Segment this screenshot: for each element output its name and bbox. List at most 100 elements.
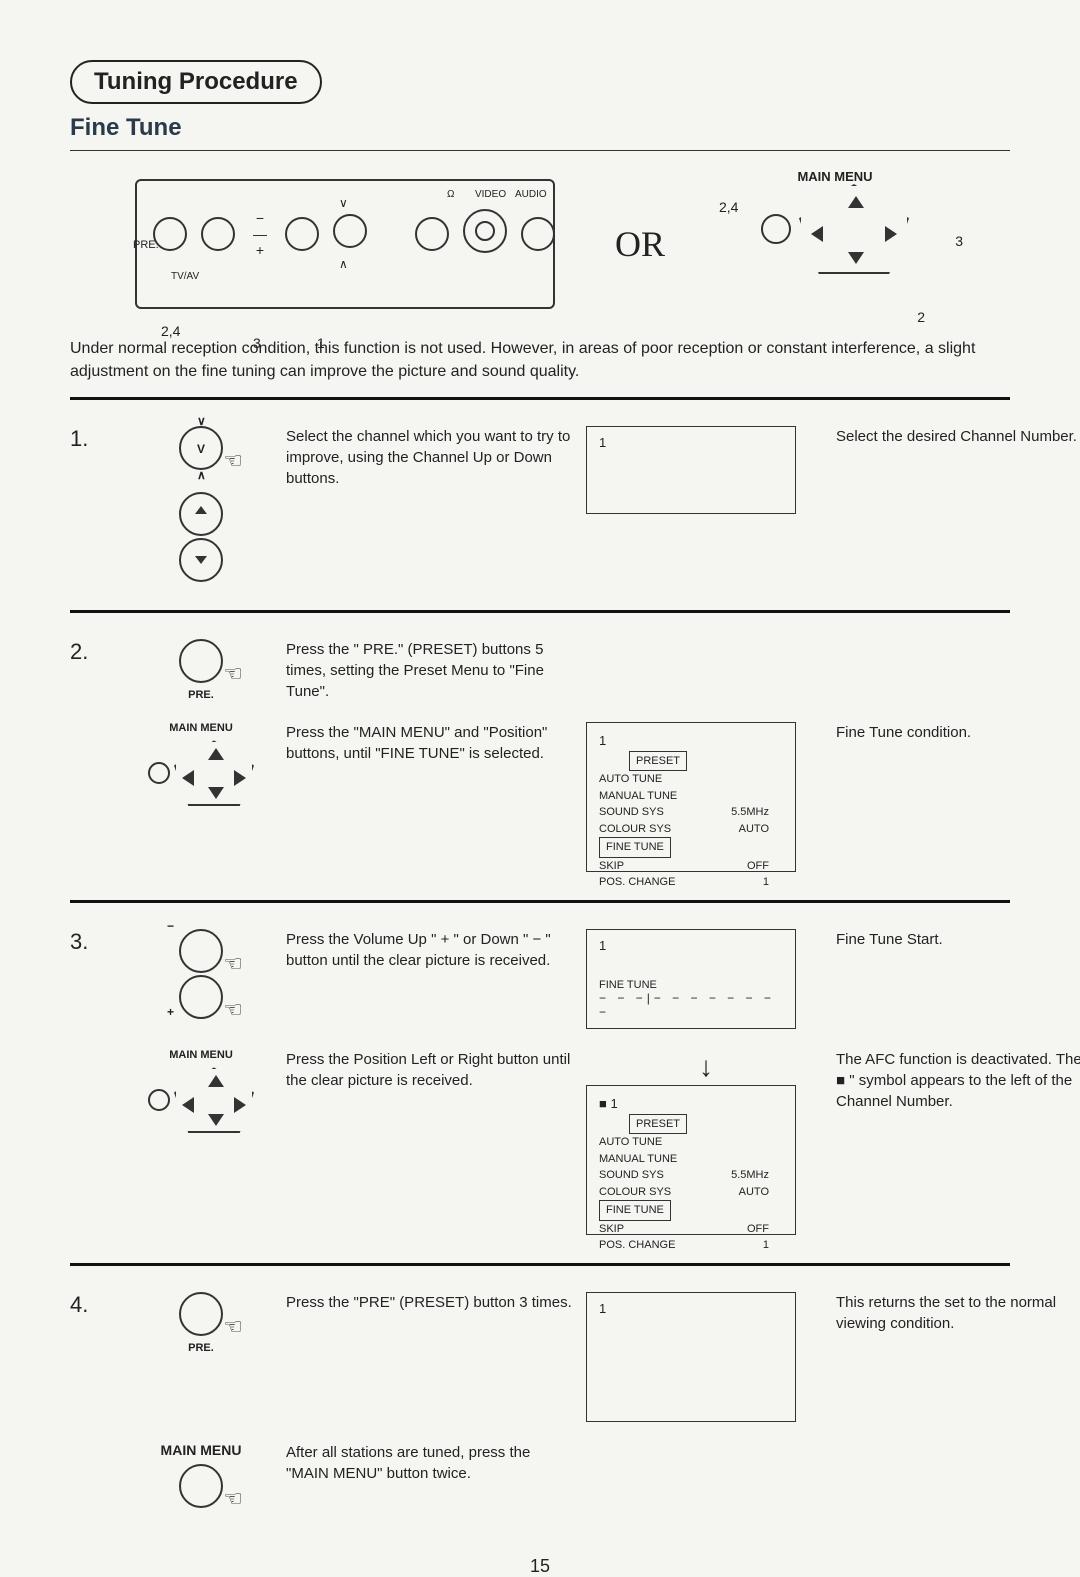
menu-remote-diagram: MAIN MENU 2,4 3 2 bbox=[725, 169, 945, 319]
step-icon: −☜ +☜ bbox=[126, 929, 276, 1019]
channel-number: 1 bbox=[599, 435, 606, 450]
step-result: Fine Tune condition. bbox=[836, 722, 1080, 743]
osd-item: SKIP bbox=[599, 1221, 624, 1238]
audio-label: AUDIO bbox=[515, 189, 547, 200]
osd-item: SOUND SYS bbox=[599, 1167, 664, 1184]
callout-label: 3 bbox=[955, 233, 963, 249]
panel-button bbox=[285, 217, 319, 251]
steps-list: 1. ∨V∧☜ Select the channel which you wan… bbox=[70, 410, 1010, 1526]
osd-header: PRESET bbox=[629, 1114, 687, 1135]
osd-value: OFF bbox=[747, 858, 769, 875]
pre-label: PRE. bbox=[133, 239, 159, 251]
step-result: Fine Tune Start. bbox=[836, 929, 1080, 950]
step-result: The AFC function is deactivated. The " ■… bbox=[836, 1049, 1080, 1112]
icon-caption: MAIN MENU bbox=[161, 1442, 242, 1458]
callout-label: 2,4 bbox=[161, 323, 180, 339]
step-result: Select the desired Channel Number. bbox=[836, 426, 1080, 447]
osd-value: 5.5MHz bbox=[731, 1167, 769, 1184]
top-diagram: Ω VIDEO AUDIO −—+ ∨ ∧ bbox=[70, 169, 1010, 319]
icon-caption: PRE. bbox=[188, 1342, 214, 1354]
step-icon: MAIN MENU ☜ bbox=[126, 1442, 276, 1508]
panel-button bbox=[463, 209, 507, 253]
divider bbox=[70, 900, 1010, 903]
step-sub-row: MAIN MENU ☜ After all stations are tuned… bbox=[70, 1442, 1080, 1508]
headphone-icon: Ω bbox=[447, 189, 454, 200]
tvav-label: TV/AV bbox=[171, 271, 199, 282]
channel-number: 1 bbox=[599, 731, 783, 751]
step-description: Press the Position Left or Right button … bbox=[286, 1049, 576, 1091]
channel-number: 1 bbox=[599, 1301, 606, 1316]
tv-screen-osd: 1 bbox=[586, 1292, 796, 1422]
divider bbox=[70, 397, 1010, 400]
step-result: This returns the set to the normal viewi… bbox=[836, 1292, 1080, 1334]
step-number: 3. bbox=[70, 929, 116, 955]
step-icon: ☜ PRE. bbox=[126, 639, 276, 701]
callout-label: 1 bbox=[317, 335, 325, 351]
down-arrow-icon: ↓ bbox=[586, 1051, 826, 1083]
osd-item-selected: FINE TUNE bbox=[599, 837, 671, 858]
osd-item: AUTO TUNE bbox=[599, 1134, 662, 1151]
step-description: Press the "PRE" (PRESET) button 3 times. bbox=[286, 1292, 576, 1313]
step-description: Press the "MAIN MENU" and "Position" but… bbox=[286, 722, 576, 764]
menu-button-icon bbox=[761, 214, 791, 244]
step-description: After all stations are tuned, press the … bbox=[286, 1442, 576, 1484]
divider bbox=[70, 1263, 1010, 1266]
step-row: 4. ☜ PRE. Press the "PRE" (PRESET) butto… bbox=[70, 1276, 1010, 1526]
step-sub-row: MAIN MENU Press the "MAIN MENU" and "Pos… bbox=[70, 722, 1080, 872]
osd-item: COLOUR SYS bbox=[599, 1184, 671, 1201]
tv-front-panel: Ω VIDEO AUDIO −—+ ∨ ∧ bbox=[135, 179, 555, 309]
step-icon: MAIN MENU bbox=[126, 722, 276, 806]
osd-value: OFF bbox=[747, 1221, 769, 1238]
icon-caption: MAIN MENU bbox=[169, 722, 233, 734]
tv-screen-osd: 1 PRESET AUTO TUNE MANUAL TUNE SOUND SYS… bbox=[586, 722, 796, 872]
finetune-bar: − − −|− − − − − − − − bbox=[599, 991, 783, 1019]
osd-item: COLOUR SYS bbox=[599, 821, 671, 838]
tv-screen-osd: 1 bbox=[586, 426, 796, 514]
dpad-icon bbox=[799, 184, 909, 274]
osd-value: AUTO bbox=[739, 1184, 769, 1201]
osd-value: AUTO bbox=[739, 821, 769, 838]
icon-caption: MAIN MENU bbox=[169, 1049, 233, 1061]
osd-item: MANUAL TUNE bbox=[599, 788, 677, 805]
step-row: 3. −☜ +☜ Press the Volume Up " + " or Do… bbox=[70, 913, 1010, 1253]
osd-item: SKIP bbox=[599, 858, 624, 875]
step-sub-row: MAIN MENU Press the Position Left or Rig… bbox=[70, 1049, 1080, 1235]
callout-label: 2,4 bbox=[719, 199, 738, 215]
dpad-icon bbox=[174, 1067, 254, 1133]
step-row: 2. ☜ PRE. Press the " PRE." (PRESET) but… bbox=[70, 623, 1010, 890]
panel-button bbox=[201, 217, 235, 251]
osd-header: PRESET bbox=[629, 751, 687, 772]
dpad-icon bbox=[174, 740, 254, 806]
osd-item: MANUAL TUNE bbox=[599, 1151, 677, 1168]
tv-screen-osd: ■ 1 PRESET AUTO TUNE MANUAL TUNE SOUND S… bbox=[586, 1085, 796, 1235]
osd-item: SOUND SYS bbox=[599, 804, 664, 821]
panel-button bbox=[333, 214, 367, 248]
divider bbox=[70, 610, 1010, 613]
osd-value: 1 bbox=[763, 1237, 769, 1254]
step-icon: ☜ PRE. bbox=[126, 1292, 276, 1354]
menu-button-icon bbox=[148, 1089, 170, 1111]
main-menu-label: MAIN MENU bbox=[725, 169, 945, 184]
step-number: 4. bbox=[70, 1292, 116, 1318]
panel-button bbox=[415, 217, 449, 251]
menu-button-icon bbox=[148, 762, 170, 784]
step-description: Press the Volume Up " + " or Down " − " … bbox=[286, 929, 576, 971]
step-number: 2. bbox=[70, 639, 116, 665]
osd-value: 1 bbox=[763, 874, 769, 891]
step-icon: MAIN MENU bbox=[126, 1049, 276, 1133]
osd-item: POS. CHANGE bbox=[599, 874, 675, 891]
section-title-pill: Tuning Procedure bbox=[70, 60, 322, 104]
osd-item: POS. CHANGE bbox=[599, 1237, 675, 1254]
intro-text: Under normal reception condition, this f… bbox=[70, 337, 1010, 383]
callout-label: 2 bbox=[917, 309, 925, 325]
page-number: 15 bbox=[70, 1556, 1010, 1577]
osd-item-selected: FINE TUNE bbox=[599, 1200, 671, 1221]
step-row: 1. ∨V∧☜ Select the channel which you wan… bbox=[70, 410, 1010, 600]
video-label: VIDEO bbox=[475, 189, 506, 200]
osd-item: AUTO TUNE bbox=[599, 771, 662, 788]
subtitle: Fine Tune bbox=[70, 114, 1010, 142]
osd-value: 5.5MHz bbox=[731, 804, 769, 821]
channel-number: ■ 1 bbox=[599, 1094, 783, 1114]
tv-screen-osd: 1 FINE TUNE − − −|− − − − − − − − bbox=[586, 929, 796, 1029]
divider bbox=[70, 150, 1010, 151]
